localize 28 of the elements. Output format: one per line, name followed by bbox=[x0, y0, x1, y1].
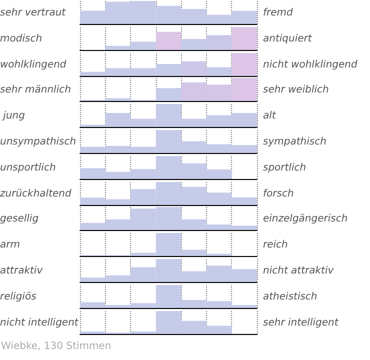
y-axis-title: gesellig bbox=[0, 214, 39, 225]
bar bbox=[156, 32, 182, 50]
y2-axis-title: reich bbox=[263, 240, 288, 251]
y-axis-title: modisch bbox=[0, 33, 42, 44]
y2-axis-title: antiquiert bbox=[263, 33, 313, 44]
y2-axis-title: sehr intelligent bbox=[263, 317, 340, 328]
y-axis-title: sehr vertraut bbox=[0, 8, 67, 18]
y-axis-title: unsympathisch bbox=[0, 136, 76, 148]
y2-axis-title: sympathisch bbox=[263, 136, 326, 148]
text: Wiebke, 130 Stimmen bbox=[0, 341, 112, 352]
y2-axis-title: alt bbox=[263, 110, 277, 122]
y2-axis-title: sportlich bbox=[263, 162, 306, 174]
y-axis-title: zurückhaltend bbox=[0, 188, 72, 200]
y-axis-title: unsportlich bbox=[0, 162, 56, 174]
y-axis-title: arm bbox=[0, 240, 20, 251]
y2-axis-title: einzelgängerisch bbox=[263, 214, 348, 225]
y-axis-title: nicht intelligent bbox=[0, 317, 80, 328]
y-axis-title: wohlklingend bbox=[0, 59, 67, 70]
y-axis-title: attraktiv bbox=[0, 265, 44, 276]
y2-axis-title: nicht wohlklingend bbox=[263, 59, 358, 70]
y-axis-title: sehr männlich bbox=[0, 84, 71, 96]
y-axis-title: jung bbox=[0, 110, 25, 122]
y2-axis-title: nicht attraktiv bbox=[263, 265, 335, 276]
y2-axis-title: sehr weiblich bbox=[263, 84, 329, 96]
y2-axis-title: atheistisch bbox=[263, 291, 318, 302]
y2-axis-title: forsch bbox=[263, 188, 294, 200]
y2-axis-title: fremd bbox=[263, 8, 294, 18]
y-axis-title: religiös bbox=[0, 291, 36, 302]
